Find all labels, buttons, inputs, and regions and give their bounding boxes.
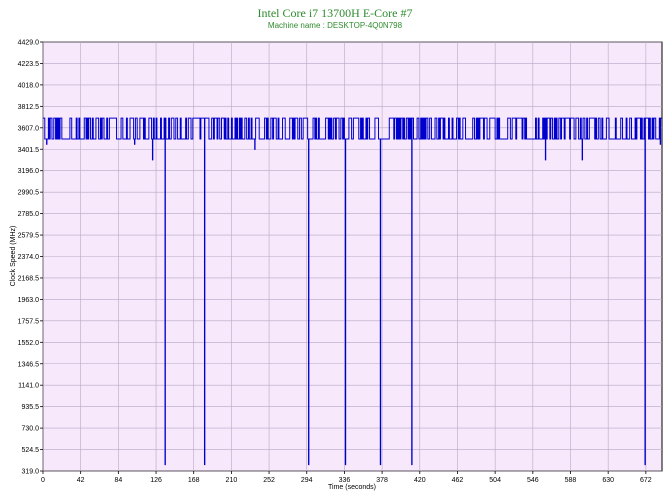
x-tick-label: 294 bbox=[301, 477, 313, 484]
y-tick-label: 319.0 bbox=[21, 469, 39, 476]
chart-subtitle: Machine name : DESKTOP-4Q0N798 bbox=[267, 21, 403, 30]
x-tick-label: 630 bbox=[602, 477, 614, 484]
y-tick-label: 1141.0 bbox=[18, 383, 39, 390]
y-tick-label: 3607.0 bbox=[18, 125, 40, 132]
y-tick-label: 4018.0 bbox=[18, 82, 40, 89]
y-tick-label: 3196.0 bbox=[18, 168, 40, 175]
x-tick-label: 42 bbox=[77, 477, 85, 484]
x-tick-label: 168 bbox=[188, 477, 200, 484]
y-axis-label: Clock Speed (MHz) bbox=[10, 226, 17, 287]
y-tick-label: 1757.5 bbox=[18, 318, 40, 325]
y-tick-label: 524.5 bbox=[21, 447, 39, 454]
y-tick-label: 1552.0 bbox=[18, 340, 40, 347]
chart-title: Intel Core i7 13700H E-Core #7 bbox=[257, 6, 413, 20]
x-tick-label: 588 bbox=[565, 477, 577, 484]
y-tick-label: 2990.5 bbox=[18, 190, 40, 197]
x-tick-label: 546 bbox=[527, 477, 539, 484]
x-tick-label: 378 bbox=[376, 477, 388, 484]
x-tick-label: 336 bbox=[339, 477, 351, 484]
x-tick-label: 672 bbox=[640, 477, 652, 484]
x-axis-ticks: 0 42 84 126 168 210 252 294 336 378 420 462 504 546 58… bbox=[41, 471, 652, 484]
y-tick-label: 2168.5 bbox=[18, 275, 40, 282]
x-tick-label: 0 bbox=[41, 477, 45, 484]
y-tick-label: 4223.5 bbox=[18, 61, 40, 68]
y-axis-ticks: 319.0 524.5 730.0 935.5 1141.0 1346.5 1552.0 17… bbox=[18, 40, 43, 476]
y-tick-label: 935.5 bbox=[21, 404, 39, 411]
y-tick-label: 1346.5 bbox=[18, 361, 40, 368]
y-tick-label: 3812.5 bbox=[18, 104, 40, 111]
y-tick-label: 4429.0 bbox=[18, 40, 40, 47]
x-tick-label: 252 bbox=[263, 477, 275, 484]
x-tick-label: 504 bbox=[489, 477, 501, 484]
y-tick-label: 3401.5 bbox=[18, 147, 40, 154]
y-tick-label: 2579.5 bbox=[18, 233, 40, 240]
x-tick-label: 210 bbox=[226, 477, 238, 484]
y-tick-label: 2374.0 bbox=[18, 254, 40, 261]
x-tick-label: 84 bbox=[114, 477, 122, 484]
y-tick-label: 730.0 bbox=[21, 426, 39, 433]
clock-speed-series-line bbox=[43, 117, 662, 466]
x-tick-label: 420 bbox=[414, 477, 426, 484]
grid-lines bbox=[42, 41, 662, 472]
x-axis-label: Time (seconds) bbox=[328, 484, 376, 491]
y-tick-label: 1963.0 bbox=[18, 297, 40, 304]
x-tick-label: 126 bbox=[150, 477, 162, 484]
y-tick-label: 2785.0 bbox=[18, 211, 40, 218]
x-tick-label: 462 bbox=[452, 477, 464, 484]
